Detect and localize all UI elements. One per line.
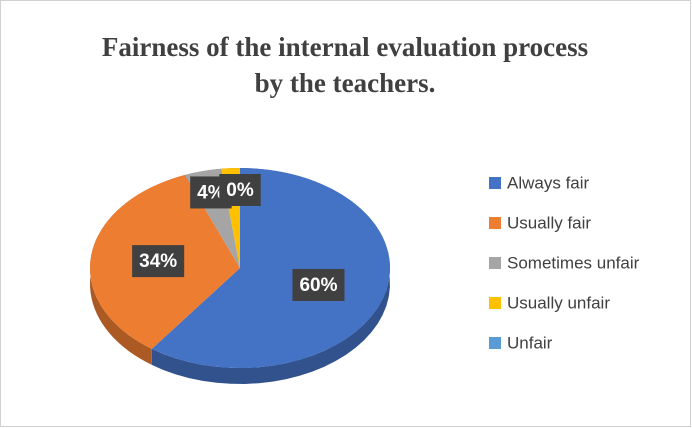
legend-swatch [489, 297, 501, 309]
legend-label: Sometimes unfair [507, 253, 640, 272]
data-label-box [132, 245, 185, 278]
chart-title: Fairness of the internal evaluation proc… [102, 32, 588, 98]
data-label: 60% [292, 268, 345, 301]
data-label: 0% [219, 174, 261, 206]
legend-label: Usually unfair [507, 293, 610, 312]
legend-label: Usually fair [507, 213, 591, 232]
legend-swatch [489, 177, 501, 189]
data-label: 34% [132, 245, 185, 278]
data-label-text: 60% [299, 275, 337, 296]
data-label-text: 0% [226, 180, 254, 201]
data-label-box [219, 174, 261, 206]
legend-swatch [489, 337, 501, 349]
legend-label: Unfair [507, 333, 553, 352]
legend-label: Always fair [507, 173, 590, 192]
pie-side [151, 168, 390, 384]
data-label-text: 4% [197, 182, 225, 203]
pie-slice [151, 168, 391, 368]
legend-swatch [489, 217, 501, 229]
data-label-box [292, 268, 345, 301]
data-label-text: 34% [139, 251, 177, 272]
legend-swatch [489, 257, 501, 269]
